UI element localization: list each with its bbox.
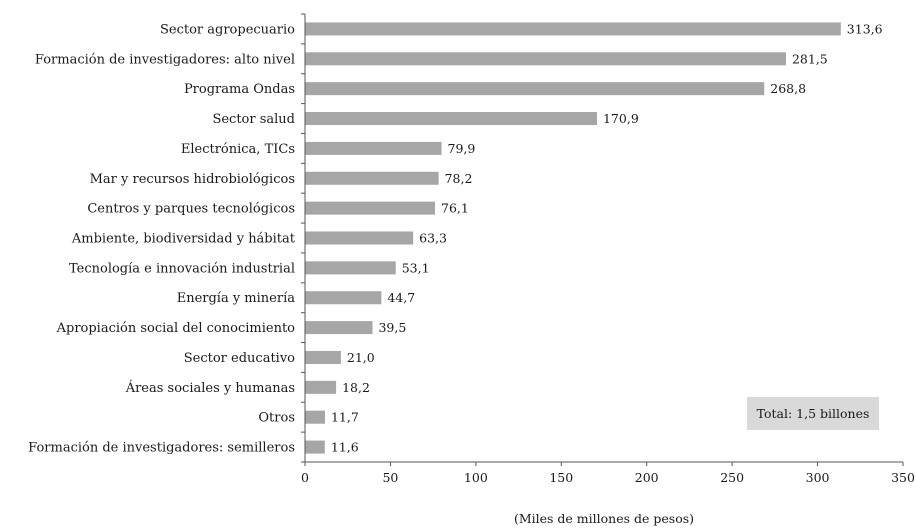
axes xyxy=(301,13,903,463)
total-annotation-box xyxy=(747,397,879,430)
bar xyxy=(305,321,373,335)
value-label: 63,3 xyxy=(419,231,447,246)
total-annotation: Total: 1,5 billones xyxy=(747,397,879,430)
bar xyxy=(305,82,765,96)
value-label: 170,9 xyxy=(603,111,639,126)
x-axis-title: (Miles de millones de pesos) xyxy=(514,511,694,526)
bars-layer xyxy=(305,22,841,454)
x-tick-label: 50 xyxy=(382,470,398,485)
value-label: 281,5 xyxy=(792,51,828,66)
total-annotation-text: Total: 1,5 billones xyxy=(757,406,870,421)
bar xyxy=(305,141,442,155)
x-tick-label: 300 xyxy=(806,470,830,485)
value-labels: 313,6 281,5 268,8 170,9 79,9 78,2 76,1 63,3 53,1… xyxy=(331,21,883,454)
value-label: 21,0 xyxy=(347,350,375,365)
category-label: Ambiente, biodiversidad y hábitat xyxy=(71,232,296,247)
value-label: 78,2 xyxy=(445,171,473,186)
x-tick-label: 250 xyxy=(720,470,744,485)
bar xyxy=(305,380,337,394)
value-label: 44,7 xyxy=(387,290,415,305)
value-label: 53,1 xyxy=(402,260,430,275)
value-label: 11,7 xyxy=(331,410,359,425)
category-label: Formación de investigadores: alto nivel xyxy=(35,52,295,67)
bar xyxy=(305,261,396,275)
category-label: Sector agropecuario xyxy=(160,22,295,37)
value-label: 313,6 xyxy=(847,21,883,36)
category-label: Sector salud xyxy=(212,112,295,127)
bar xyxy=(305,350,341,364)
x-tick-label: 200 xyxy=(635,470,659,485)
category-label: Áreas sociales y humanas xyxy=(125,380,295,396)
x-tick-label: 0 xyxy=(301,470,309,485)
bar xyxy=(305,112,597,126)
bar xyxy=(305,171,439,185)
bar xyxy=(305,22,841,36)
category-label: Mar y recursos hidrobiológicos xyxy=(90,172,295,187)
category-label: Electrónica, TICs xyxy=(181,142,295,157)
category-label: Programa Ondas xyxy=(184,82,295,97)
bar xyxy=(305,440,325,454)
bar xyxy=(305,52,786,66)
bar xyxy=(305,410,325,424)
category-label: Formación de investigadores: semilleros xyxy=(28,441,295,456)
value-label: 79,9 xyxy=(448,141,476,156)
value-label: 76,1 xyxy=(441,201,469,216)
value-label: 39,5 xyxy=(378,320,406,335)
bar xyxy=(305,291,382,305)
category-label: Energía y minería xyxy=(177,291,296,306)
category-labels: Sector agropecuario Formación de investig… xyxy=(28,22,296,455)
bar xyxy=(305,231,414,245)
category-label: Apropiación social del conocimiento xyxy=(56,321,296,336)
value-label: 18,2 xyxy=(342,380,370,395)
x-tick-label: 100 xyxy=(464,470,488,485)
value-label: 11,6 xyxy=(331,440,359,455)
category-label: Tecnología e innovación industrial xyxy=(69,261,295,276)
value-label: 268,8 xyxy=(770,81,806,96)
x-tick-label: 350 xyxy=(891,470,915,485)
bar xyxy=(305,201,436,215)
category-label: Otros xyxy=(258,411,295,426)
x-ticks: 0 50 100 150 200 250 300 350 xyxy=(301,462,915,485)
category-label: Sector educativo xyxy=(184,351,295,366)
category-label: Centros y parques tecnológicos xyxy=(87,202,295,217)
x-tick-label: 150 xyxy=(549,470,573,485)
